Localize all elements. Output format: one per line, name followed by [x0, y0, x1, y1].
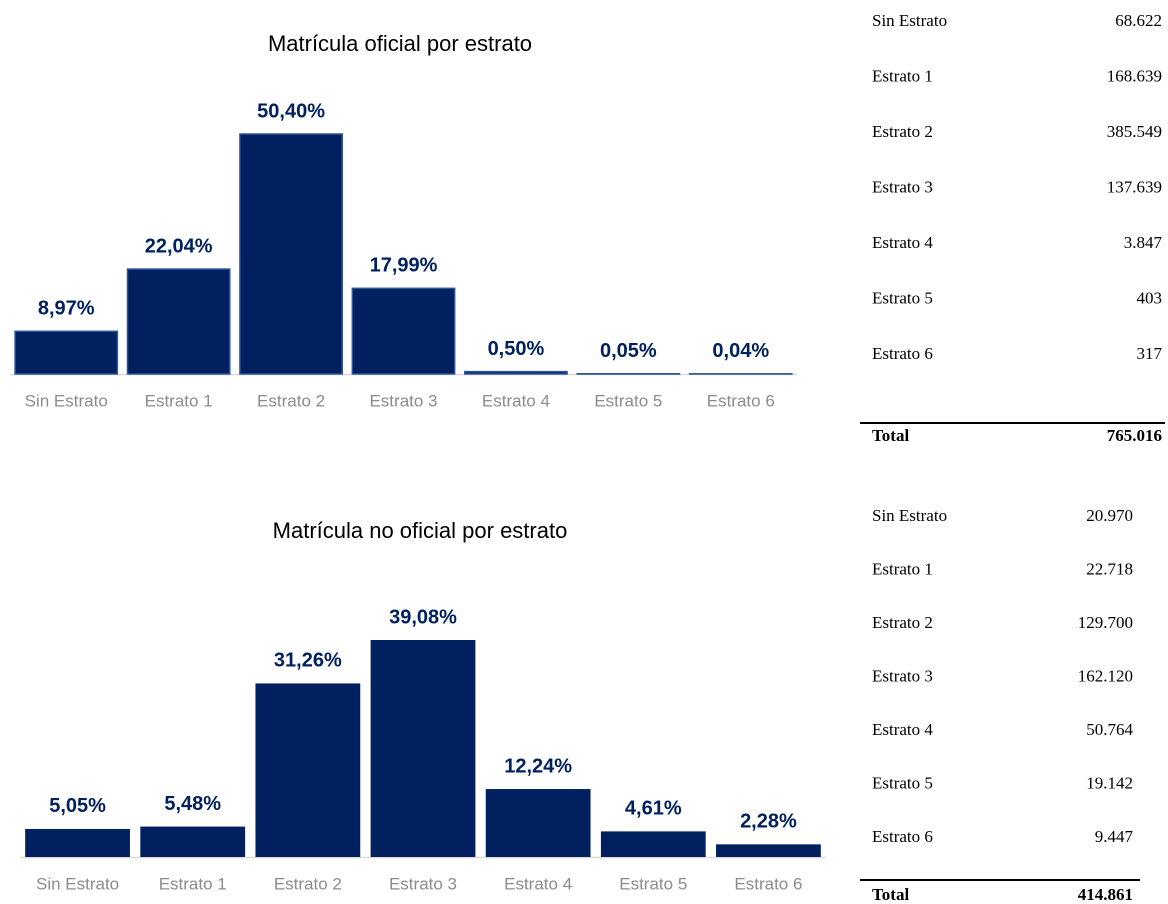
x-tick-label: Estrato 5: [594, 391, 662, 410]
x-tick-label: Estrato 5: [619, 874, 687, 893]
row-label: Estrato 1: [872, 66, 933, 85]
row-label: Estrato 6: [872, 344, 933, 363]
x-tick-label: Estrato 4: [504, 874, 572, 893]
x-tick-label: Estrato 1: [159, 874, 227, 893]
x-tick-label: Estrato 2: [257, 391, 325, 410]
row-label: Estrato 5: [872, 288, 933, 307]
data-label: 0,50%: [488, 338, 545, 360]
data-label: 39,08%: [389, 606, 457, 628]
x-tick-label: Sin Estrato: [36, 874, 119, 893]
row-label: Estrato 6: [872, 827, 933, 846]
row-value: 3.847: [1124, 233, 1163, 252]
data-label: 17,99%: [370, 255, 438, 277]
bar: [716, 844, 821, 857]
x-tick-label: Estrato 3: [369, 391, 437, 410]
data-label: 12,24%: [504, 755, 572, 777]
x-tick-label: Estrato 4: [482, 391, 550, 410]
row-label: Sin Estrato: [872, 11, 947, 30]
data-label: 31,26%: [274, 650, 342, 672]
row-value: 317: [1137, 344, 1163, 363]
row-value: 403: [1137, 288, 1163, 307]
row-label: Estrato 1: [872, 559, 933, 578]
total-value: 765.016: [1107, 426, 1162, 445]
bar: [485, 789, 591, 857]
row-label: Estrato 5: [872, 773, 933, 792]
bar: [370, 640, 476, 857]
total-value: 414.861: [1078, 885, 1133, 904]
x-tick-label: Estrato 6: [734, 874, 802, 893]
row-value: 19.142: [1086, 773, 1133, 792]
data-label: 50,40%: [257, 100, 325, 122]
data-label: 2,28%: [740, 811, 797, 833]
x-tick-label: Estrato 3: [389, 874, 457, 893]
x-tick-label: Estrato 2: [274, 874, 342, 893]
row-value: 9.447: [1095, 827, 1134, 846]
x-tick-label: Sin Estrato: [25, 391, 108, 410]
data-label: 0,04%: [712, 340, 769, 362]
total-label: Total: [872, 885, 909, 904]
row-value: 162.120: [1078, 666, 1133, 685]
row-value: 168.639: [1107, 66, 1162, 85]
row-label: Estrato 3: [872, 177, 933, 196]
bar: [351, 287, 456, 375]
data-label: 4,61%: [625, 798, 682, 820]
row-label: Estrato 4: [872, 233, 933, 252]
bar: [255, 683, 361, 857]
bar: [464, 370, 568, 375]
row-value: 50.764: [1086, 720, 1133, 739]
bar: [126, 268, 231, 375]
data-label: 5,48%: [164, 793, 221, 815]
x-tick-label: Estrato 6: [707, 391, 775, 410]
bar: [14, 330, 119, 375]
row-value: 385.549: [1107, 122, 1162, 141]
row-value: 137.639: [1107, 177, 1162, 196]
row-label: Sin Estrato: [872, 506, 947, 525]
bar: [600, 831, 706, 857]
data-label: 0,05%: [600, 340, 657, 362]
total-label: Total: [872, 426, 909, 445]
row-label: Estrato 2: [872, 122, 933, 141]
row-value: 68.622: [1115, 11, 1162, 30]
x-tick-label: Estrato 1: [145, 391, 213, 410]
chart-title: Matrícula no oficial por estrato: [273, 518, 568, 543]
row-value: 20.970: [1086, 506, 1133, 525]
row-label: Estrato 2: [872, 613, 933, 632]
row-value: 129.700: [1078, 613, 1133, 632]
chart-title: Matrícula oficial por estrato: [268, 31, 532, 56]
bar: [239, 133, 343, 375]
data-label: 5,05%: [49, 795, 106, 817]
row-label: Estrato 3: [872, 666, 933, 685]
data-label: 22,04%: [145, 235, 213, 257]
data-label: 8,97%: [38, 298, 95, 320]
row-label: Estrato 4: [872, 720, 933, 739]
bar: [25, 828, 130, 857]
row-value: 22.718: [1086, 559, 1133, 578]
bar: [140, 826, 246, 857]
